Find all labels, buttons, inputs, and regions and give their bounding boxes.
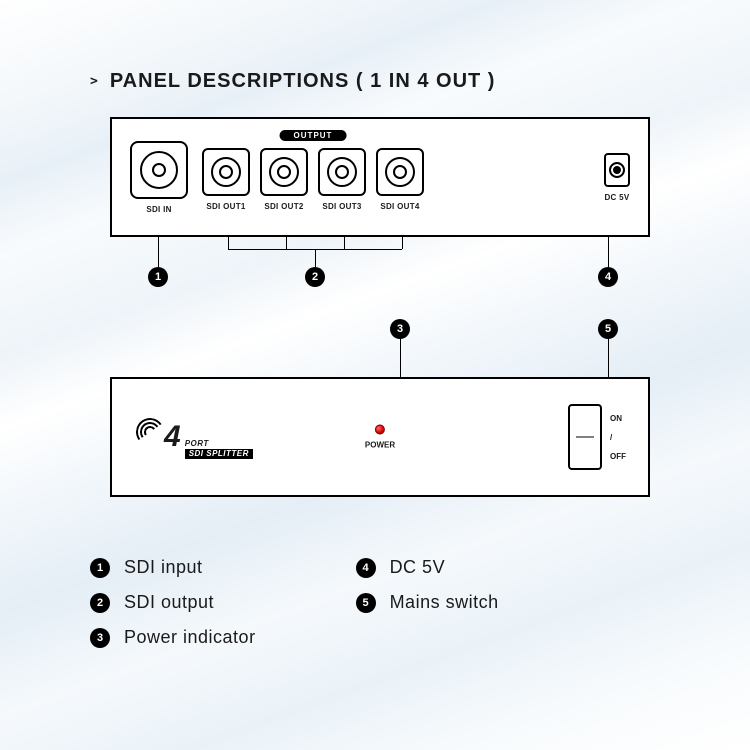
dc-jack-icon [604, 153, 630, 187]
logo-line1: PORT [185, 440, 253, 448]
logo-number: 4 [164, 422, 181, 452]
bnc-connector-icon [385, 157, 415, 187]
sdi-out3-wrap: SDI OUT3 [318, 148, 366, 211]
legend-text: Mains switch [390, 592, 499, 613]
switch-off-label: OFF [610, 452, 626, 461]
switch-mid-label: / [610, 433, 626, 442]
sdi-out1-wrap: SDI OUT1 [202, 148, 250, 211]
callout-line [344, 237, 345, 249]
power-indicator: POWER [365, 425, 395, 450]
sdi-out3-label: SDI OUT3 [318, 202, 366, 211]
callout-line [158, 237, 159, 267]
sdi-in-label: SDI IN [130, 205, 188, 214]
legend-item: 4 DC 5V [356, 557, 499, 578]
sdi-out2-label: SDI OUT2 [260, 202, 308, 211]
legend-num: 3 [90, 628, 110, 648]
title-text: PANEL DESCRIPTIONS ( 1 IN 4 OUT ) [110, 70, 496, 93]
product-logo: 4 PORT SDI SPLITTER [134, 416, 253, 459]
sdi-out2-port [260, 148, 308, 196]
dc-port-wrap: DC 5V [604, 153, 630, 202]
callout-line [608, 237, 609, 267]
power-label: POWER [365, 441, 395, 450]
legend-item: 3 Power indicator [90, 627, 256, 648]
mains-switch-icon [568, 404, 602, 470]
callout-region: 1 2 4 3 5 [110, 237, 670, 377]
callout-num-5: 5 [598, 319, 618, 339]
output-badge: OUTPUT [280, 130, 347, 141]
logo-line2: SDI SPLITTER [185, 449, 253, 459]
callout-num-4: 4 [598, 267, 618, 287]
rear-panel: SDI IN OUTPUT SDI OUT1 SDI OUT2 SDI OUT3… [110, 117, 650, 237]
title-caret: > [90, 74, 98, 89]
sdi-out1-port [202, 148, 250, 196]
sdi-out3-port [318, 148, 366, 196]
sdi-out1-label: SDI OUT1 [202, 202, 250, 211]
legend: 1 SDI input 2 SDI output 3 Power indicat… [90, 557, 690, 648]
legend-item: 5 Mains switch [356, 592, 499, 613]
legend-text: DC 5V [390, 557, 446, 578]
bnc-connector-icon [327, 157, 357, 187]
dc-label: DC 5V [604, 193, 630, 202]
sdi-out2-wrap: SDI OUT2 [260, 148, 308, 211]
legend-item: 1 SDI input [90, 557, 256, 578]
sdi-in-wrap: SDI IN [130, 141, 188, 214]
callout-num-3: 3 [390, 319, 410, 339]
legend-text: SDI output [124, 592, 214, 613]
legend-text: Power indicator [124, 627, 256, 648]
bnc-connector-icon [211, 157, 241, 187]
callout-line [608, 339, 609, 377]
output-group: OUTPUT SDI OUT1 SDI OUT2 SDI OUT3 SDI OU… [202, 144, 424, 211]
callout-line [228, 237, 229, 249]
front-panel: 4 PORT SDI SPLITTER POWER ON / OFF [110, 377, 650, 497]
callout-num-1: 1 [148, 267, 168, 287]
callout-line [402, 237, 403, 249]
sdi-out4-port [376, 148, 424, 196]
bnc-connector-icon [269, 157, 299, 187]
title-row: > PANEL DESCRIPTIONS ( 1 IN 4 OUT ) [90, 70, 690, 93]
power-led-icon [375, 425, 385, 435]
callout-line [286, 237, 287, 249]
sdi-in-port [130, 141, 188, 199]
legend-num: 2 [90, 593, 110, 613]
legend-text: SDI input [124, 557, 203, 578]
sdi-out4-wrap: SDI OUT4 [376, 148, 424, 211]
callout-num-2: 2 [305, 267, 325, 287]
mains-switch-wrap: ON / OFF [568, 404, 626, 470]
callout-line [400, 339, 401, 377]
legend-num: 5 [356, 593, 376, 613]
legend-num: 1 [90, 558, 110, 578]
switch-labels: ON / OFF [610, 414, 626, 461]
logo-arcs-icon [134, 416, 164, 446]
legend-num: 4 [356, 558, 376, 578]
switch-on-label: ON [610, 414, 626, 423]
legend-col-2: 4 DC 5V 5 Mains switch [356, 557, 499, 648]
logo-text: PORT SDI SPLITTER [185, 440, 253, 459]
callout-line [315, 249, 316, 267]
page: > PANEL DESCRIPTIONS ( 1 IN 4 OUT ) SDI … [0, 0, 750, 750]
bnc-connector-icon [140, 151, 178, 189]
legend-item: 2 SDI output [90, 592, 256, 613]
legend-col-1: 1 SDI input 2 SDI output 3 Power indicat… [90, 557, 256, 648]
sdi-out4-label: SDI OUT4 [376, 202, 424, 211]
